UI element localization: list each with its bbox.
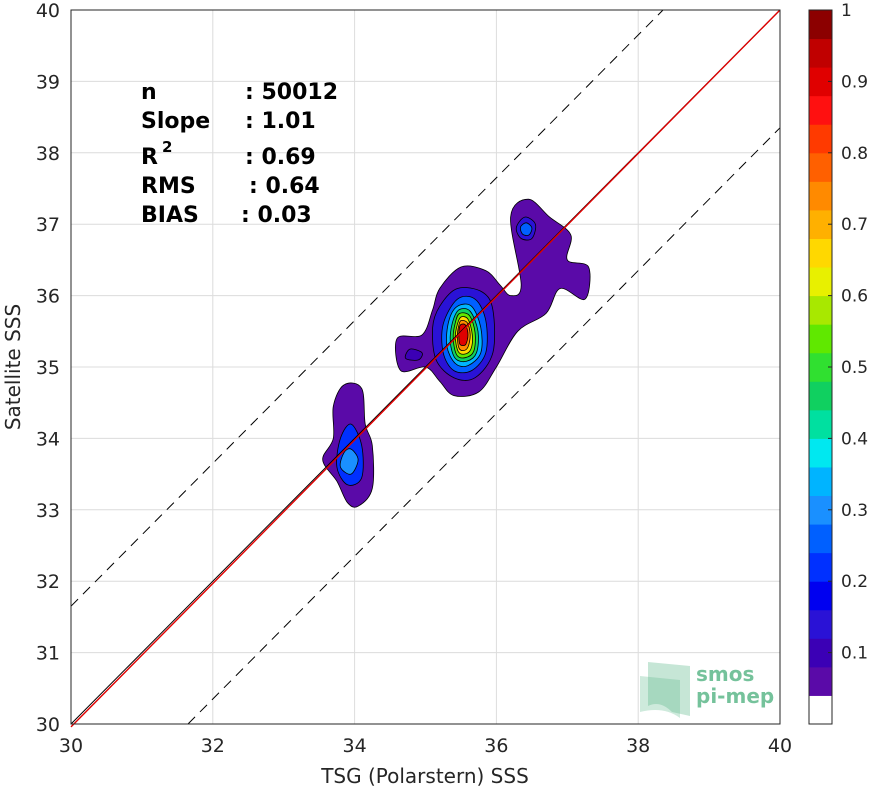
colorbar — [809, 10, 832, 725]
colorbar-segment — [809, 38, 832, 68]
colorbar-segment — [809, 267, 832, 297]
colorbar-segment — [809, 409, 832, 439]
logo-waves-icon-inner — [640, 676, 680, 718]
colorbar-segment — [809, 466, 832, 497]
x-tick-label: 30 — [59, 735, 83, 757]
reference-lines — [70, 9, 781, 728]
stat-n-label: n — [141, 80, 157, 105]
y-tick-label: 35 — [36, 357, 60, 379]
colorbar-tick-label: 1 — [841, 1, 852, 21]
stat-rms-value: : 0.64 — [249, 174, 320, 199]
x-tick-label: 34 — [343, 735, 367, 757]
smos-pi-mep-logo: smos pi-mep — [640, 662, 774, 718]
colorbar-segment — [809, 324, 832, 354]
colorbar-tick-label: 0.1 — [841, 644, 868, 664]
colorbar-tick-label: 0.6 — [841, 287, 868, 307]
stat-n-value: : 50012 — [245, 80, 338, 105]
colorbar-segment — [809, 552, 832, 582]
y-tick-label: 36 — [36, 286, 60, 308]
colorbar-tick-labels: 0.1 0.2 0.3 0.4 0.5 0.6 0.7 0.8 0.9 1 — [828, 1, 868, 664]
colorbar-segment — [809, 124, 832, 154]
colorbar-segment — [809, 609, 832, 639]
colorbar-tick-label: 0.8 — [841, 144, 868, 164]
colorbar-segment — [809, 238, 832, 268]
contour-level — [458, 323, 469, 347]
x-tick-label: 36 — [484, 735, 508, 757]
y-tick-label: 33 — [36, 500, 60, 522]
logo-smos-text: smos — [696, 662, 754, 686]
colorbar-segment — [809, 209, 832, 239]
y-axis-label: Satellite SSS — [1, 304, 25, 430]
y-tick-label: 37 — [36, 214, 60, 236]
x-tick-labels: 30 32 34 36 38 40 — [59, 735, 792, 757]
y-tick-label: 40 — [36, 0, 60, 22]
lower-bound-line — [187, 127, 781, 725]
colorbar-segment — [809, 581, 832, 611]
colorbar-segment — [809, 67, 832, 97]
y-tick-label: 34 — [36, 428, 60, 450]
statistics-box: n : 50012 Slope : 1.01 R 2 : 0.69 RMS : … — [141, 80, 338, 228]
colorbar-segment — [809, 381, 832, 411]
stat-r2-superscript: 2 — [162, 138, 172, 156]
contour-level — [404, 348, 423, 361]
y-tick-label: 30 — [36, 714, 60, 736]
colorbar-tick-label: 0.5 — [841, 358, 868, 378]
colorbar-segment — [809, 438, 832, 468]
stat-slope-value: : 1.01 — [245, 109, 316, 134]
upper-bound-line — [70, 9, 664, 607]
y-tick-labels: 30 31 32 33 34 35 36 37 38 39 40 — [36, 0, 60, 736]
stat-bias-label: BIAS — [141, 203, 199, 228]
y-tick-label: 38 — [36, 143, 60, 165]
stat-bias-value: : 0.03 — [241, 203, 312, 228]
x-tick-label: 38 — [626, 735, 650, 757]
colorbar-tick-label: 0.9 — [841, 72, 868, 92]
contour-level — [339, 448, 359, 475]
colorbar-tick-label: 0.2 — [841, 572, 868, 592]
colorbar-segment — [809, 10, 832, 40]
colorbar-segment — [809, 295, 832, 325]
y-tick-label: 39 — [36, 71, 60, 93]
y-tick-label: 32 — [36, 571, 60, 593]
logo-waves-icon — [648, 662, 690, 716]
stat-r2-label: R — [141, 145, 158, 170]
colorbar-tick-label: 0.7 — [841, 215, 868, 235]
colorbar-segment — [809, 181, 832, 211]
x-tick-label: 40 — [768, 735, 792, 757]
colorbar-tick-label: 0.3 — [841, 501, 868, 521]
contour-level — [519, 222, 533, 236]
colorbar-segment — [809, 352, 832, 382]
stat-slope-label: Slope — [141, 109, 210, 134]
regression-fit-line — [70, 9, 781, 728]
colorbar-segment — [809, 495, 832, 525]
colorbar-tick-label: 0.4 — [841, 429, 868, 449]
x-tick-label: 32 — [201, 735, 225, 757]
stat-rms-label: RMS — [141, 174, 196, 199]
grid — [70, 9, 781, 725]
logo-pimep-text: pi-mep — [696, 684, 774, 708]
stat-r2-value: : 0.69 — [245, 145, 316, 170]
colorbar-segment — [809, 666, 832, 696]
colorbar-segment — [809, 152, 832, 182]
plot-frame — [70, 9, 781, 725]
x-axis-label: TSG (Polarstern) SSS — [320, 764, 529, 788]
colorbar-segment — [809, 695, 832, 725]
y-tick-label: 31 — [36, 643, 60, 665]
colorbar-segment — [809, 95, 832, 125]
colorbar-segment — [809, 638, 832, 668]
colorbar-segment — [809, 524, 832, 554]
